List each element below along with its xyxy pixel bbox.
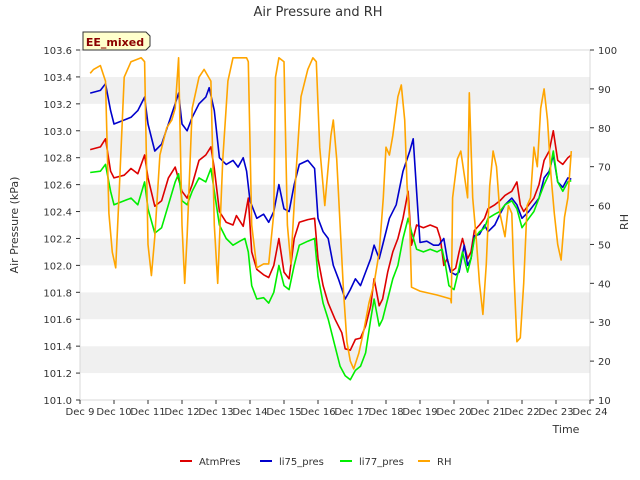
grid-band: [80, 346, 590, 374]
y2-tick-label: 60: [598, 202, 611, 213]
legend-label: AtmPres: [199, 457, 240, 468]
y2-tick-label: 30: [598, 318, 611, 329]
y2-axis-label: RH: [618, 214, 631, 230]
x-tick-label: Dec 17: [334, 407, 369, 418]
y-tick-label: 102.2: [43, 234, 72, 245]
x-tick-label: Dec 14: [232, 407, 267, 418]
y2-tick-label: 70: [598, 163, 611, 174]
x-tick-label: Dec 21: [470, 407, 505, 418]
grid-band: [80, 157, 590, 185]
y-tick-label: 102.8: [43, 154, 72, 165]
x-axis-label: Time: [552, 423, 580, 436]
legend-label: RH: [437, 457, 451, 468]
y2-tick-label: 20: [598, 357, 611, 368]
x-tick-label: Dec 24: [572, 407, 607, 418]
x-tick-label: Dec 9: [66, 407, 95, 418]
site-badge-label: EE_mixed: [86, 36, 144, 49]
y-tick-label: 103.6: [43, 46, 72, 57]
series-lines: [89, 57, 573, 381]
site-badge: EE_mixed: [82, 31, 151, 51]
legend-item-li77-pres: li77_pres: [340, 457, 404, 468]
y-tick-label: 102.4: [43, 208, 72, 219]
y2-tick-label: 40: [598, 279, 611, 290]
y2-tick-label: 100: [598, 46, 617, 57]
x-tick-label: Dec 16: [300, 407, 335, 418]
y-tick-label: 101.2: [43, 369, 72, 380]
grid-band: [80, 50, 590, 77]
x-tick-label: Dec 19: [402, 407, 437, 418]
y-tick-label: 101.4: [43, 342, 72, 353]
x-tick-label: Dec 15: [266, 407, 301, 418]
legend: AtmPres li75_pres li77_pres RH: [180, 457, 451, 468]
grid-band: [80, 103, 590, 131]
y-axis-right: 10 20 30 40 50 60 70 80 90 100: [590, 46, 617, 407]
legend-label: li77_pres: [359, 457, 404, 468]
plot-frame: [79, 49, 591, 401]
y-axis-left: 101.0 101.2 101.4 101.6 101.8 102.0 102.2 102.4…: [43, 46, 80, 407]
x-tick-label: Dec 11: [130, 407, 165, 418]
y2-tick-label: 10: [598, 396, 611, 407]
y2-tick-label: 90: [598, 85, 611, 96]
series-line-li75-pres: [89, 82, 572, 300]
y-tick-label: 102.6: [43, 181, 72, 192]
y2-tick-label: 80: [598, 124, 611, 135]
grid-band: [80, 373, 590, 400]
site-badge-box: [82, 31, 151, 51]
x-tick-label: Dec 22: [504, 407, 539, 418]
y-tick-label: 101.8: [43, 288, 72, 299]
grid-band: [80, 238, 590, 266]
grid-band: [80, 76, 590, 104]
y-tick-label: 101.6: [43, 315, 72, 326]
y-axis-label: Air Pressure (kPa): [8, 177, 21, 274]
x-tick-label: Dec 12: [164, 407, 199, 418]
x-tick-label: Dec 18: [368, 407, 403, 418]
legend-item-li75-pres: li75_pres: [260, 457, 324, 468]
y-tick-label: 102.0: [43, 261, 72, 272]
legend-label: li75_pres: [279, 457, 324, 468]
legend-item-rh: RH: [418, 457, 451, 468]
grid-band: [80, 319, 590, 347]
y-tick-label: 103.4: [43, 73, 72, 84]
legend-item-atmpres: AtmPres: [180, 457, 240, 468]
series-line-li77-pres: [90, 150, 572, 381]
y2-tick-label: 50: [598, 240, 611, 251]
x-tick-label: Dec 10: [96, 407, 131, 418]
y-tick-label: 101.0: [43, 396, 72, 407]
grid-band: [80, 292, 590, 320]
y-tick-label: 103.0: [43, 127, 72, 138]
x-tick-label: Dec 13: [198, 407, 233, 418]
x-tick-label: Dec 23: [538, 407, 573, 418]
x-tick-label: Dec 20: [436, 407, 471, 418]
y-tick-label: 103.2: [43, 100, 72, 111]
chart-title: Air Pressure and RH: [253, 5, 382, 20]
plot-background-bands: [80, 50, 590, 400]
series-line-rh: [89, 57, 573, 370]
